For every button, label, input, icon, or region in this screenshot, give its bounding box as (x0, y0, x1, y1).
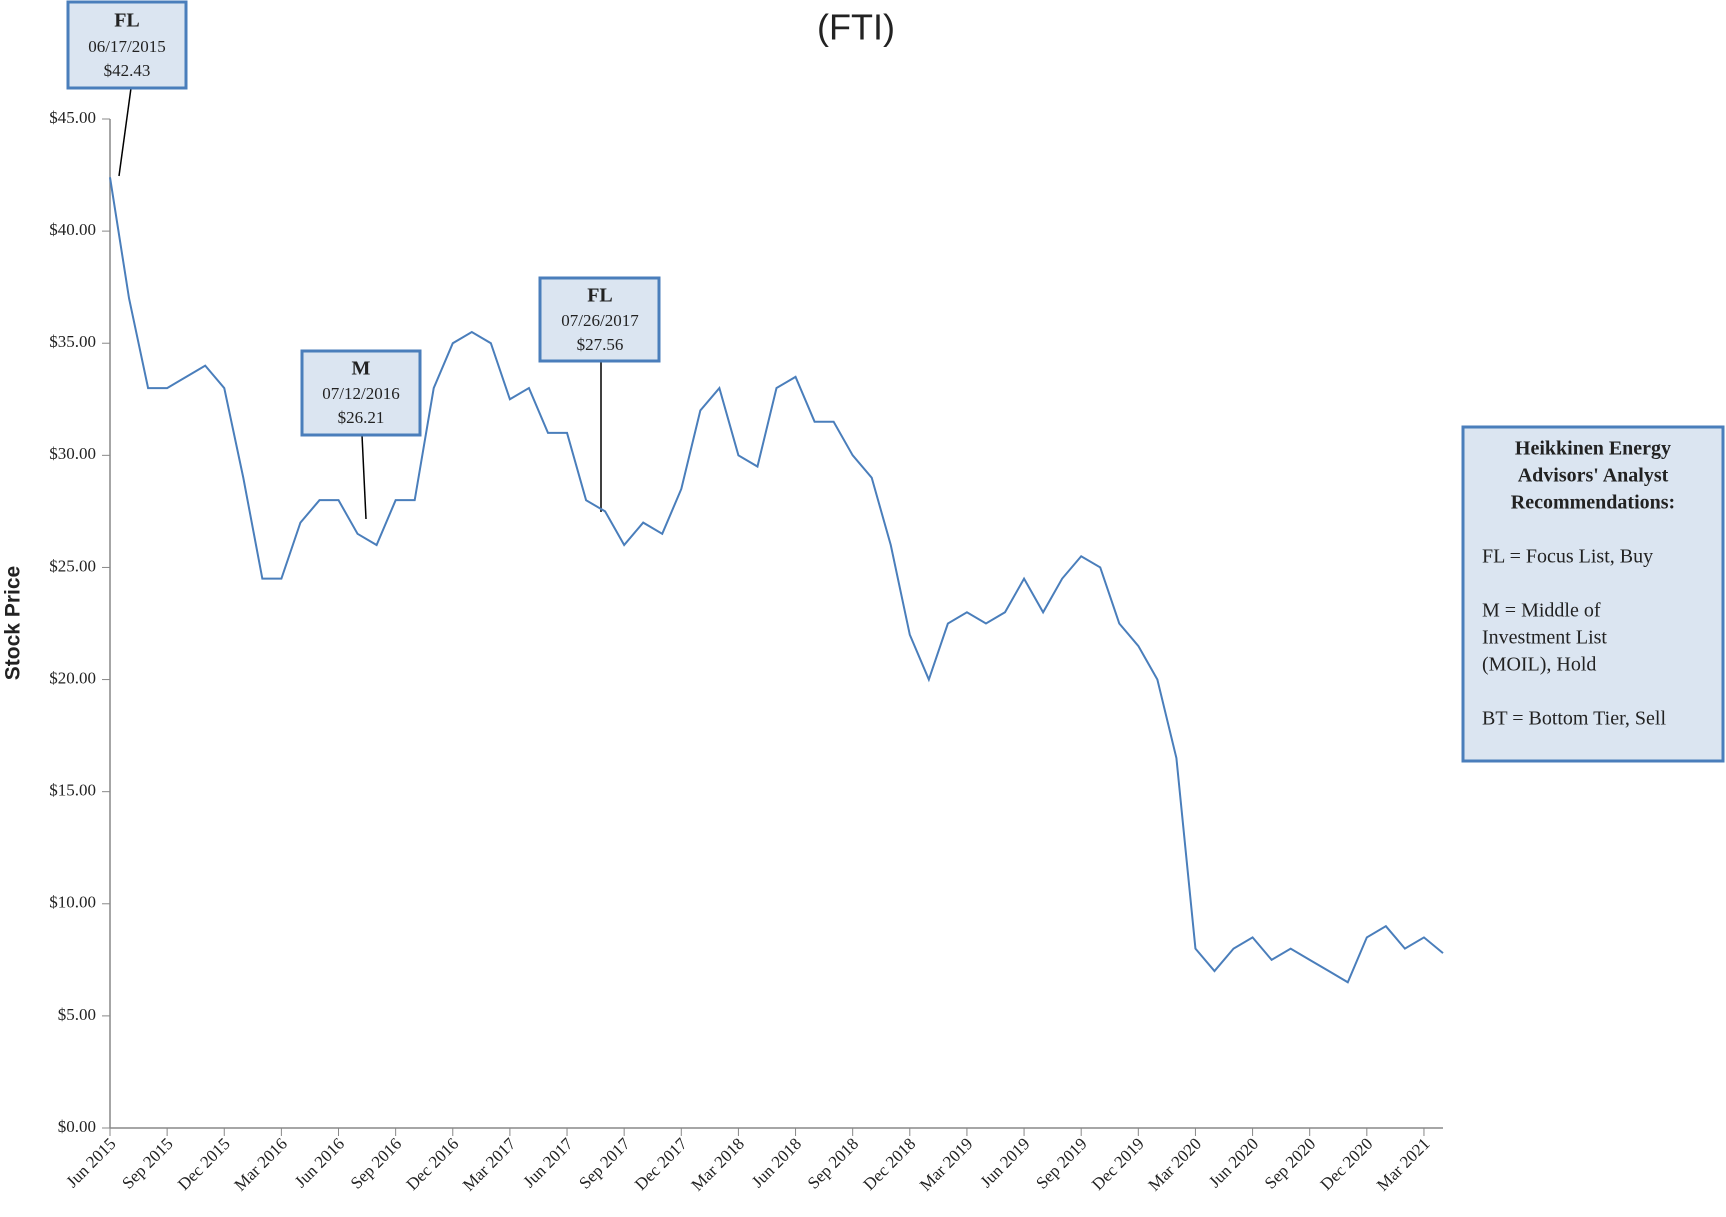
x-tick-label: Sep 2020 (1261, 1134, 1320, 1193)
annotation-box (538, 276, 661, 363)
annotation-box (66, 0, 188, 90)
annotation-price: $26.21 (338, 408, 385, 427)
x-tick-label: Dec 2015 (174, 1134, 234, 1194)
x-tick-label: Jun 2015 (62, 1134, 119, 1191)
x-tick-label: Jun 2020 (1205, 1134, 1262, 1191)
annotation: FL 07/26/2017 $27.56 (538, 276, 661, 363)
x-tick-label: Dec 2020 (1317, 1134, 1377, 1194)
annotation-label: M (352, 358, 371, 380)
legend-title: Heikkinen Energy (1515, 438, 1671, 460)
y-tick-label: $5.00 (58, 1005, 96, 1024)
x-tick-label: Dec 2016 (403, 1134, 463, 1194)
x-tick-label: Dec 2017 (631, 1134, 691, 1194)
annotation-date: 07/12/2016 (322, 384, 399, 403)
y-axis-label: Stock Price (2, 566, 25, 680)
annotation-label: FL (587, 285, 613, 307)
legend-title: Recommendations: (1511, 492, 1675, 514)
annotation-date: 06/17/2015 (88, 37, 165, 56)
y-tick-label: $25.00 (49, 556, 96, 575)
x-tick-label: Mar 2017 (459, 1134, 520, 1195)
x-tick-label: Mar 2020 (1145, 1134, 1206, 1195)
legend-line: (MOIL), Hold (1482, 654, 1596, 676)
x-tick-label: Mar 2019 (916, 1134, 977, 1195)
annotation-box (300, 349, 422, 437)
legend-title: Advisors' Analyst (1518, 465, 1669, 487)
annotation-date: 07/26/2017 (561, 311, 639, 330)
x-tick-label: Jun 2016 (291, 1134, 348, 1191)
y-tick-label: $40.00 (49, 220, 96, 239)
x-tick-label: Jun 2019 (976, 1134, 1033, 1191)
y-tick-label: $10.00 (49, 893, 96, 912)
x-tick-label: Sep 2017 (575, 1134, 634, 1193)
x-tick-label: Dec 2018 (860, 1134, 920, 1194)
annotation-label: FL (114, 10, 140, 32)
y-tick-label: $0.00 (58, 1117, 96, 1136)
y-tick-label: $45.00 (49, 108, 96, 127)
annotation-price: $27.56 (577, 335, 624, 354)
x-tick-label: Sep 2018 (804, 1134, 863, 1193)
legend-line: FL = Focus List, Buy (1482, 546, 1653, 568)
legend-line: M = Middle of (1482, 600, 1601, 622)
y-tick-label: $30.00 (49, 444, 96, 463)
annotation: M 07/12/2016 $26.21 (300, 349, 422, 437)
x-tick-label: Jun 2017 (519, 1134, 577, 1192)
y-tick-label: $35.00 (49, 332, 96, 351)
y-tick-label: $20.00 (49, 668, 96, 687)
annotation: FL 06/17/2015 $42.43 (66, 0, 188, 90)
legend-frame (1461, 425, 1725, 763)
chart-title: (FTI) (817, 7, 895, 48)
annotation-price: $42.43 (104, 61, 151, 80)
x-tick-label: Mar 2016 (230, 1134, 291, 1195)
leader-line (361, 434, 367, 520)
x-tick-label: Dec 2019 (1088, 1134, 1148, 1194)
y-tick-label: $15.00 (49, 781, 96, 800)
x-tick-label: Jun 2018 (748, 1134, 805, 1191)
x-tick-label: Mar 2021 (1373, 1134, 1434, 1195)
leader-line (118, 87, 132, 177)
legend-box: Heikkinen Energy Advisors' Analyst Recom… (1461, 425, 1725, 763)
x-tick-label: Sep 2015 (118, 1134, 177, 1193)
x-tick-label: Mar 2018 (687, 1134, 748, 1195)
legend-line: BT = Bottom Tier, Sell (1482, 708, 1666, 730)
x-tick-label: Sep 2016 (347, 1134, 406, 1193)
legend-line: Investment List (1482, 627, 1607, 649)
price-line (109, 177, 1444, 984)
x-tick-label: Sep 2019 (1032, 1134, 1091, 1193)
